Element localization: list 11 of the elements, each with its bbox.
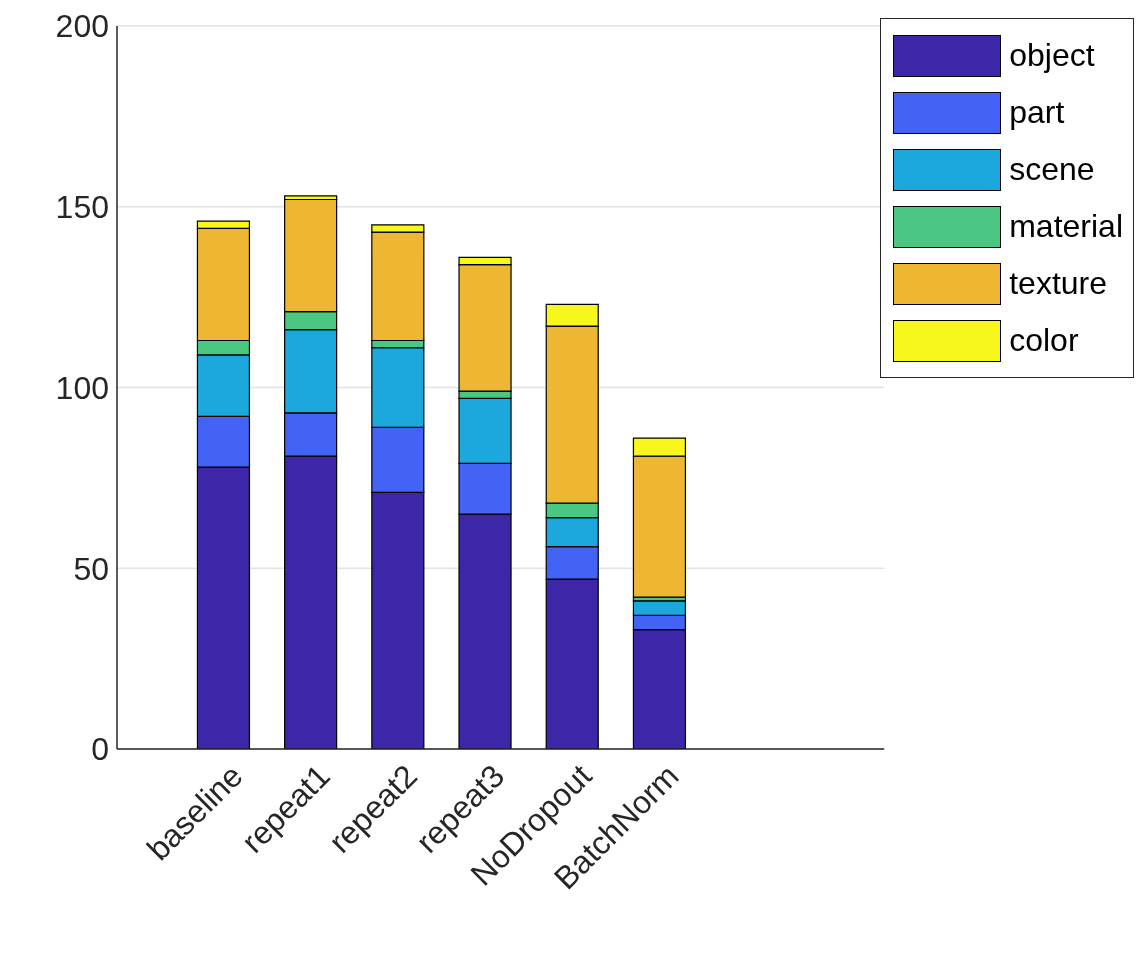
y-tick-label: 50 [73,550,109,587]
y-tick-label: 100 [55,369,109,406]
legend-label: material [1009,208,1123,245]
legend-label: color [1009,322,1079,359]
y-tick-label: 150 [55,189,109,226]
y-tick-label: 200 [55,8,109,45]
legend-label: object [1009,37,1095,74]
legend-label: scene [1009,151,1095,188]
legend-label: part [1009,94,1065,131]
y-tick-label: 0 [91,731,109,768]
legend-label: texture [1009,265,1108,302]
